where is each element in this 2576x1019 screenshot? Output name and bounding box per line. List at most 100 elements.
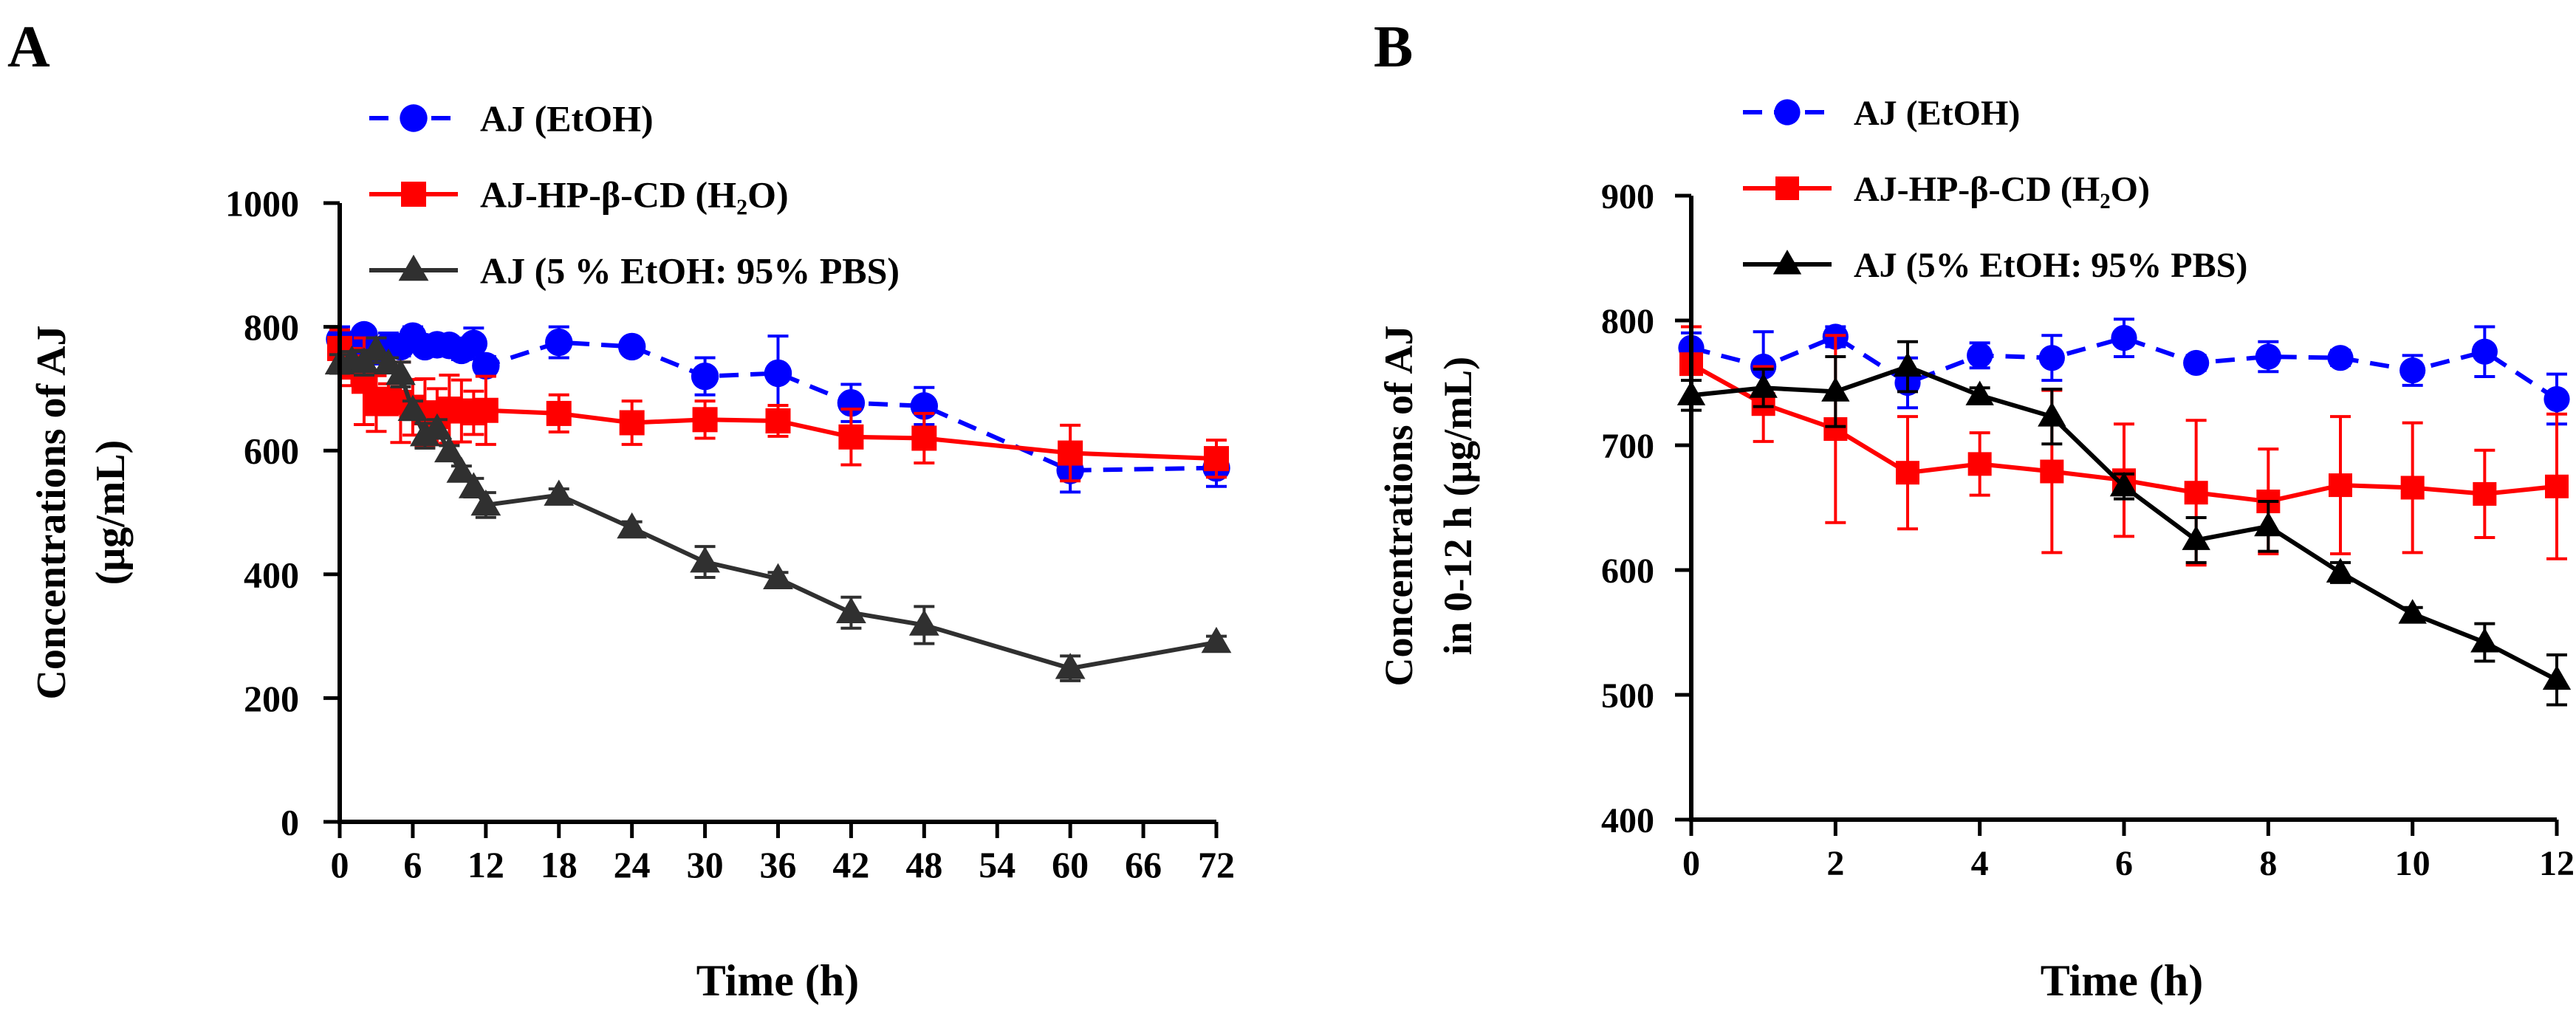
data-point xyxy=(2040,459,2064,484)
data-point xyxy=(1204,446,1229,472)
data-point xyxy=(470,489,501,516)
data-point xyxy=(692,407,718,433)
data-point xyxy=(546,400,572,426)
panel-b-y-label-line1: Concentrations of AJ xyxy=(1377,326,1421,687)
data-point xyxy=(2542,665,2572,690)
x-tick-label: 10 xyxy=(2395,844,2431,883)
data-point xyxy=(2254,512,2283,537)
data-point xyxy=(617,512,648,539)
panel-a: A AJ (EtOH) AJ-HP-β-CD (H₂O) AJ (5 % EtOH:… xyxy=(7,15,1235,1005)
data-point xyxy=(410,420,440,447)
data-point xyxy=(2399,357,2426,384)
x-tick-label: 6 xyxy=(2115,844,2133,883)
x-tick-label: 30 xyxy=(687,844,724,885)
x-tick-label: 24 xyxy=(614,844,651,885)
panel-a-legend: AJ (EtOH) AJ-HP-β-CD (H₂O) AJ (5 % EtOH: 9… xyxy=(369,98,900,292)
legend-label: AJ-HP-β-CD (H₂O) xyxy=(1854,170,2150,209)
data-point xyxy=(1896,461,1919,485)
data-point xyxy=(836,597,866,624)
panel-a-y-label-line1: Concentrations of AJ xyxy=(29,325,75,699)
series-triangle xyxy=(325,334,1232,682)
data-point xyxy=(908,609,939,636)
y-tick-label: 1000 xyxy=(225,183,299,224)
data-point xyxy=(1055,653,1086,679)
legend-label: AJ (5 % EtOH: 95% PBS) xyxy=(480,250,900,292)
legend-label: AJ-HP-β-CD (H₂O) xyxy=(480,174,789,216)
panel-a-x-label: Time (h) xyxy=(696,956,860,1005)
data-point xyxy=(386,359,416,385)
x-tick-label: 2 xyxy=(1826,844,1844,883)
data-point xyxy=(2255,343,2281,370)
data-point xyxy=(1967,452,1992,476)
data-point xyxy=(2400,476,2425,500)
x-tick-label: 42 xyxy=(832,844,869,885)
series-line xyxy=(338,331,1217,473)
y-tick-label: 600 xyxy=(1601,552,1654,591)
data-point xyxy=(2470,628,2499,653)
y-tick-label: 600 xyxy=(244,430,299,472)
panel-b-legend: AJ (EtOH) AJ-HP-β-CD (H₂O) AJ (5% EtOH: 95… xyxy=(1743,94,2247,285)
x-tick-label: 36 xyxy=(760,844,797,885)
data-point xyxy=(617,332,646,361)
data-point xyxy=(2038,402,2066,427)
data-point xyxy=(544,479,575,506)
panel-a-y-label-line2: (μg/mL) xyxy=(88,440,134,586)
x-tick-label: 12 xyxy=(2539,844,2575,883)
y-tick-label: 200 xyxy=(244,678,299,719)
data-point xyxy=(765,408,791,433)
y-tick-label: 900 xyxy=(1601,177,1654,216)
x-tick-label: 0 xyxy=(1682,844,1700,883)
panel-a-label: A xyxy=(7,15,50,80)
data-point xyxy=(473,397,499,423)
data-point xyxy=(545,328,573,357)
panel-b-x-label: Time (h) xyxy=(2041,956,2204,1005)
y-tick-label: 700 xyxy=(1601,427,1654,466)
data-point xyxy=(838,424,864,450)
data-point xyxy=(422,413,453,440)
y-tick-label: 400 xyxy=(244,554,299,595)
x-tick-label: 48 xyxy=(905,844,942,885)
legend-label: AJ (EtOH) xyxy=(480,98,654,140)
data-point xyxy=(458,472,489,498)
legend-label: AJ (EtOH) xyxy=(1854,94,2020,133)
panel-b-label: B xyxy=(1374,15,1413,80)
x-tick-label: 6 xyxy=(403,844,422,885)
legend-marker xyxy=(398,254,429,281)
data-point xyxy=(2183,349,2210,377)
data-point xyxy=(1201,626,1232,653)
x-tick-label: 60 xyxy=(1052,844,1089,885)
panel-a-ticks: 0 6 12 18 24 30 36 42 48 54 60 66 72 0 200 400 600 800 100… xyxy=(225,183,1235,886)
x-tick-label: 54 xyxy=(979,844,1015,885)
data-point xyxy=(764,359,792,388)
x-tick-label: 4 xyxy=(1971,844,1989,883)
data-point xyxy=(2111,325,2137,351)
y-tick-label: 800 xyxy=(244,306,299,348)
y-tick-label: 400 xyxy=(1601,801,1654,840)
data-point xyxy=(2109,471,2139,497)
x-tick-label: 12 xyxy=(467,844,504,885)
data-point xyxy=(691,362,719,391)
x-tick-label: 0 xyxy=(331,844,349,885)
data-point xyxy=(472,351,500,380)
data-point xyxy=(2473,481,2497,506)
panel-b-ticks: 0 2 4 6 8 10 12 400 500 600 700 800 900 xyxy=(1601,177,2575,883)
data-point xyxy=(434,436,465,463)
x-tick-label: 72 xyxy=(1198,844,1235,885)
series-circle xyxy=(1678,318,2570,426)
y-tick-label: 500 xyxy=(1601,676,1654,716)
data-point xyxy=(397,394,428,422)
data-point xyxy=(2038,345,2065,371)
data-point xyxy=(1821,377,1850,402)
legend-marker xyxy=(401,182,426,207)
x-tick-label: 8 xyxy=(2259,844,2277,883)
data-point xyxy=(2544,385,2570,413)
data-point xyxy=(446,456,477,483)
legend-marker xyxy=(400,104,428,132)
data-point xyxy=(911,425,937,451)
data-point xyxy=(2182,525,2210,550)
data-point xyxy=(2326,557,2355,583)
data-point xyxy=(2184,481,2208,505)
data-point xyxy=(2329,473,2352,498)
data-point xyxy=(1893,351,1922,377)
